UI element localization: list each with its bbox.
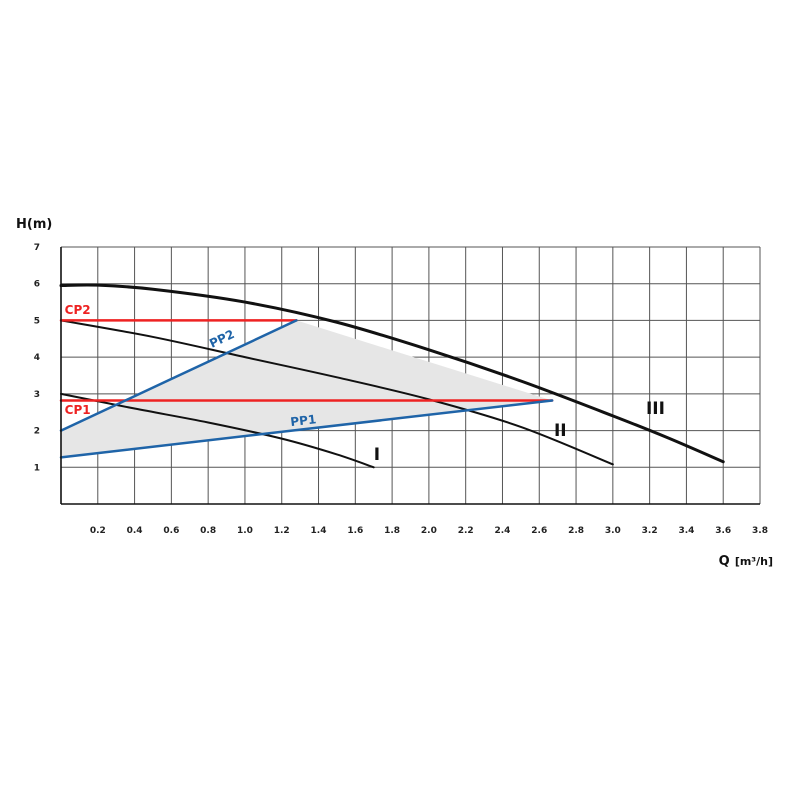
operating-range-area — [61, 320, 553, 458]
series-pp1-label: PP1 — [290, 412, 317, 429]
series-group — [59, 283, 725, 469]
x-tick-label: 3.6 — [715, 526, 731, 536]
x-tick-label: 2.2 — [458, 526, 474, 536]
series-iii-line — [59, 283, 725, 464]
x-tick-label: 2.6 — [531, 526, 547, 536]
y-tick-label: 5 — [34, 316, 40, 326]
y-tick-label: 2 — [34, 427, 40, 437]
series-iii-label: III — [646, 399, 665, 419]
series-ii-label: II — [554, 421, 567, 441]
y-tick-label: 3 — [34, 390, 40, 400]
x-tick-label: 0.2 — [90, 526, 106, 536]
x-tick-label: 2.0 — [421, 526, 437, 536]
x-tick-label: 3.8 — [752, 526, 768, 536]
x-tick-label: 0.4 — [127, 526, 143, 536]
y-axis-label: H(m) — [16, 217, 52, 232]
series-pp2-line — [59, 319, 298, 432]
x-tick-label: 1.0 — [237, 526, 253, 536]
x-tick-label: 1.6 — [347, 526, 363, 536]
x-axis-label: Q — [719, 554, 730, 569]
y-tick-label: 6 — [34, 280, 40, 290]
x-tick-label: 0.8 — [200, 526, 216, 536]
series-cp1-label: CP1 — [65, 403, 91, 417]
y-tick-label: 7 — [34, 243, 40, 253]
x-tick-label: 3.4 — [678, 526, 694, 536]
x-axis-unit: [m³/h] — [735, 555, 773, 568]
tick-labels: 0.2 0.4 0.6 0.8 1.0 1.2 1.4 1.6 1.8 2.0 2.2 2.4 2.6 2… — [34, 243, 768, 536]
x-tick-label: 2.4 — [494, 526, 510, 536]
x-tick-label: 3.2 — [642, 526, 658, 536]
series-ii-line — [60, 319, 614, 466]
series-i-line — [60, 392, 375, 469]
series-pp1-line — [59, 399, 554, 459]
x-tick-label: 2.8 — [568, 526, 584, 536]
x-tick-label: 0.6 — [163, 526, 179, 536]
x-axis-title: Q [m³/h] — [719, 550, 773, 569]
x-tick-label: 1.8 — [384, 526, 400, 536]
series-pp2-label: PP2 — [207, 327, 236, 351]
y-tick-label: 1 — [34, 463, 40, 473]
shaded-region — [61, 320, 553, 458]
series-i-label: I — [374, 445, 380, 465]
x-tick-label: 3.0 — [605, 526, 621, 536]
series-cp2-label: CP2 — [65, 303, 91, 317]
x-tick-label: 1.2 — [274, 526, 290, 536]
x-tick-label: 1.4 — [311, 526, 327, 536]
y-tick-label: 4 — [34, 353, 40, 363]
axes — [60, 247, 760, 505]
